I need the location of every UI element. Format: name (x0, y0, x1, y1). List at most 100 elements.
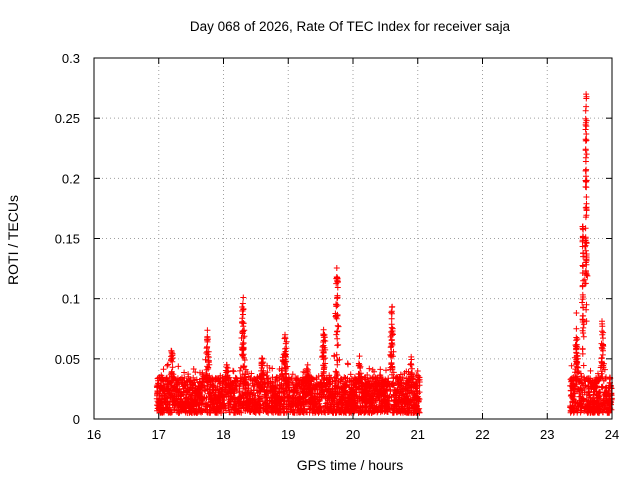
data-point (336, 397, 343, 404)
data-point (176, 409, 183, 416)
data-point (292, 375, 299, 381)
data-point (368, 387, 374, 393)
data-point (206, 390, 213, 397)
data-point (314, 390, 321, 397)
data-point (258, 360, 265, 367)
data-point (268, 397, 274, 404)
data-point (168, 369, 175, 376)
data-point (578, 386, 585, 393)
data-point (388, 343, 395, 350)
data-point (569, 384, 576, 391)
data-point (334, 357, 341, 364)
data-point (273, 374, 280, 381)
data-point (412, 394, 419, 401)
data-point (348, 375, 355, 382)
data-point (587, 367, 594, 374)
y-axis-label: ROTI / TECUs (5, 195, 21, 285)
data-point (232, 403, 239, 410)
data-point (259, 393, 265, 400)
data-point (192, 386, 199, 392)
data-point (230, 367, 236, 374)
data-point (410, 409, 416, 416)
data-point (263, 403, 270, 410)
data-point (333, 331, 340, 338)
data-point (404, 409, 411, 416)
data-point (276, 381, 283, 388)
data-point (369, 375, 376, 382)
data-point (572, 400, 579, 407)
data-point (269, 398, 276, 405)
data-point (247, 376, 254, 383)
data-point (198, 407, 205, 414)
data-point (209, 399, 216, 406)
data-point (310, 401, 317, 408)
data-point (174, 398, 181, 405)
data-point (574, 336, 581, 342)
data-point (243, 404, 250, 411)
data-point (583, 206, 590, 213)
data-point (239, 300, 246, 307)
data-point (249, 402, 256, 409)
data-point (167, 398, 173, 405)
data-point (332, 368, 339, 375)
data-point (164, 374, 170, 381)
data-point (184, 410, 191, 416)
data-point (263, 387, 270, 394)
data-point (582, 137, 589, 144)
data-point (579, 327, 586, 334)
data-point (401, 385, 408, 392)
data-point (347, 394, 354, 401)
data-point (388, 324, 395, 331)
data-point (224, 374, 231, 380)
data-point (320, 368, 327, 375)
data-point (600, 405, 607, 412)
data-point (187, 404, 194, 411)
data-point (170, 376, 177, 383)
data-point (583, 200, 590, 207)
data-point (307, 405, 314, 412)
data-point (262, 407, 269, 414)
data-point (204, 386, 211, 393)
data-point (269, 382, 276, 389)
data-point (361, 384, 368, 391)
data-point (232, 375, 239, 382)
data-point (304, 387, 310, 393)
data-point (340, 408, 347, 415)
data-point (596, 389, 603, 396)
data-point (175, 406, 182, 413)
data-point (573, 377, 580, 384)
data-point (214, 376, 221, 383)
data-point (567, 393, 574, 399)
data-point (309, 375, 316, 382)
data-point (583, 270, 590, 277)
data-point (407, 396, 414, 403)
data-point (372, 384, 379, 391)
data-point (204, 327, 211, 334)
data-point (160, 366, 167, 373)
data-point (281, 360, 288, 366)
data-point (227, 395, 234, 402)
data-point (326, 372, 333, 379)
data-point (280, 403, 287, 410)
data-point (384, 409, 391, 415)
data-point (160, 386, 166, 393)
data-point (239, 304, 246, 310)
data-point (305, 378, 312, 384)
data-point (227, 409, 234, 416)
data-point (163, 405, 169, 412)
data-point (229, 387, 235, 394)
data-point (248, 370, 255, 377)
data-point (192, 369, 199, 376)
data-point (580, 250, 587, 256)
data-point (230, 388, 236, 395)
data-point (294, 400, 301, 407)
data-point (356, 393, 363, 400)
y-tick-label: 0.2 (62, 171, 80, 186)
data-point (269, 365, 276, 372)
data-point (305, 390, 311, 397)
data-point (171, 399, 178, 406)
data-point (210, 405, 217, 412)
data-point (579, 234, 586, 241)
data-point (280, 380, 287, 387)
data-point (599, 374, 606, 380)
